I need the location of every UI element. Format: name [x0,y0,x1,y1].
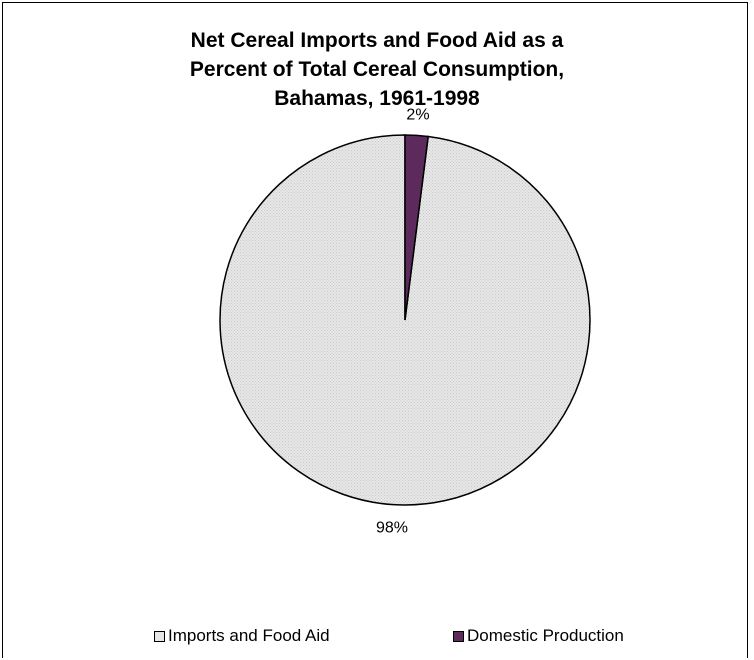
chart-title-line-1: Net Cereal Imports and Food Aid as a [190,29,564,52]
legend-swatch-domestic [453,630,464,642]
legend: Imports and Food Aid Domestic Production [0,626,754,646]
legend-label-imports: Imports and Food Aid [168,626,330,645]
slice-label-domestic: 2% [406,106,429,123]
pie-slice-domestic [404,134,430,321]
chart-title-line-2: Percent of Total Cereal Consumption, [189,58,565,81]
chart-title-line-3: Bahamas, 1961-1998 [274,87,480,110]
legend-swatch-imports [154,630,165,642]
legend-item-imports: Imports and Food Aid [154,626,330,646]
pie-slices [219,134,591,506]
legend-label-domestic: Domestic Production [467,626,624,645]
slice-labels: 98% 2% [376,106,430,536]
slice-label-imports: 98% [376,520,408,537]
legend-item-domestic: Domestic Production [453,626,624,646]
chart-title: Net Cereal Imports and Food Aid as a Per… [0,26,754,113]
